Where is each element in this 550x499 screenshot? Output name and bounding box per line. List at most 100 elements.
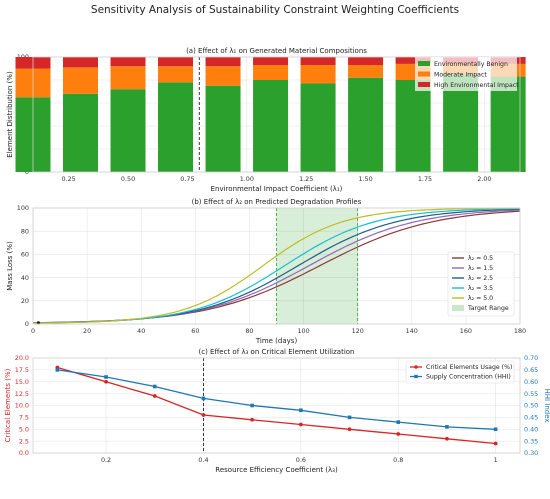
data-point-c <box>104 375 108 379</box>
legend-swatch-b <box>452 305 464 311</box>
ytick-label-a: 0 <box>25 168 29 176</box>
panel-title-c: (c) Effect of λ₃ on Critical Element Uti… <box>199 348 355 356</box>
bar-segment <box>253 80 289 172</box>
xtick-label-a: 1.50 <box>358 175 372 183</box>
data-point-c <box>201 396 206 401</box>
xtick-label-b: 80 <box>245 327 253 335</box>
panel-a: 0204060801000.250.500.751.001.251.501.75… <box>6 47 526 193</box>
data-point-c <box>493 427 498 432</box>
bar-segment <box>63 57 99 68</box>
panel-c: 0.0 2.5 5.0 7.5 10.0 12.5 15.0 17.5 20.0 0.30 0.35… <box>4 348 550 474</box>
xtick-label-b: 0 <box>31 327 35 335</box>
ytick-label-right-c: 0.70 <box>524 354 538 362</box>
data-point-c <box>347 427 352 432</box>
bar-segment <box>300 57 336 66</box>
legend-swatch-a <box>418 71 430 77</box>
figure-suptitle: Sensitivity Analysis of Sustainability C… <box>91 4 459 16</box>
xtick-label-b: 160 <box>460 327 472 335</box>
xtick-label-b: 40 <box>137 327 145 335</box>
bar-segment <box>158 66 194 83</box>
legend-label-b: λ₂ = 3.5 <box>468 285 493 292</box>
panel-title-a: (a) Effect of λ₁ on Generated Material C… <box>186 47 367 55</box>
ytick-label-b: 0 <box>25 320 29 328</box>
legend-label-b: Target Range <box>467 305 509 312</box>
target-range-band <box>276 208 358 324</box>
legend-swatch-a <box>418 61 430 66</box>
bar-segment <box>205 85 241 172</box>
data-point-c <box>445 425 449 429</box>
legend-box-a <box>415 57 517 91</box>
ytick-label-b: 80 <box>21 227 29 235</box>
legend-label-b: λ₂ = 2.5 <box>468 275 493 282</box>
xtick-label-a: 1.00 <box>240 175 254 183</box>
ytick-label-c: 0.0 <box>19 449 29 457</box>
bar-segment <box>395 57 431 64</box>
data-point-c <box>445 436 449 441</box>
bar-segment <box>205 57 241 67</box>
bar-segment <box>158 82 194 172</box>
legend-marker-c <box>414 374 418 379</box>
panel-b: 0 20 40 60 80 100 0 20 40 60 80 100 120 140 160 180 (b) … <box>6 198 526 345</box>
ytick-label-b: 20 <box>21 297 29 305</box>
bar-segment <box>348 57 384 66</box>
ytick-label-right-c: 0.60 <box>524 378 538 386</box>
bar-segment <box>110 89 146 172</box>
ytick-label-right-c: 0.35 <box>524 437 538 445</box>
plot-frame-c <box>32 357 521 454</box>
data-point-c <box>347 415 352 420</box>
bar-segment <box>300 83 336 172</box>
ytick-label-c: 15.0 <box>15 378 29 386</box>
data-point-c <box>152 394 157 398</box>
xtick-label-c: 1 <box>494 456 498 464</box>
x-axis-label-a: Environmental Impact Coefficient (λ₁) <box>211 185 343 193</box>
ytick-label-right-c: 0.45 <box>524 414 538 422</box>
ytick-label-c: 10.0 <box>15 402 29 410</box>
ytick-label-b: 60 <box>21 251 29 259</box>
legend-swatch-a <box>418 82 430 87</box>
bar-segment <box>110 66 146 90</box>
xtick-label-b: 100 <box>297 327 309 335</box>
data-point-c <box>298 422 303 427</box>
ytick-label-c: 5.0 <box>19 425 29 433</box>
plot-frame-b <box>32 207 521 325</box>
y-axis-label-right-c: HHI Index <box>543 388 550 422</box>
xtick-label-a: 2.00 <box>477 175 491 183</box>
y-axis-label-c: Critical Elements (%) <box>4 368 12 442</box>
ytick-label-b: 40 <box>21 274 29 282</box>
bar-segment <box>158 57 194 67</box>
ytick-label-right-c: 0.50 <box>524 402 538 410</box>
bar-segment <box>253 65 289 80</box>
xtick-label-c: 0.4 <box>198 456 208 464</box>
data-point-c <box>201 413 206 417</box>
xtick-label-b: 180 <box>514 327 526 335</box>
ytick-label-c: 7.5 <box>19 414 29 422</box>
xtick-label-a: 1.75 <box>418 175 432 183</box>
xtick-label-b: 140 <box>406 327 418 335</box>
bar-segment <box>205 66 241 86</box>
panel-title-b: (b) Effect of λ₂ on Predicted Degradatio… <box>192 198 362 206</box>
data-point-c <box>396 420 401 424</box>
plot-frame-a <box>32 56 521 173</box>
bar-segment <box>300 65 336 84</box>
data-point-c <box>299 408 303 413</box>
xtick-label-a: 0.50 <box>121 175 135 183</box>
ytick-label-c: 12.5 <box>15 390 29 398</box>
bar-segment <box>63 93 99 172</box>
legend-box-c <box>405 360 515 384</box>
data-point-c <box>152 384 157 389</box>
bar-segment <box>253 57 289 66</box>
bar-segment <box>395 80 431 172</box>
bar-segment <box>348 77 384 172</box>
ytick-label-right-c: 0.40 <box>524 425 538 433</box>
series-line-c <box>57 369 496 430</box>
legend-label-a: Moderate Impact <box>434 72 487 79</box>
legend-box-b <box>447 251 515 317</box>
xtick-label-b: 60 <box>191 327 199 335</box>
data-point-c <box>250 403 254 408</box>
series-line-b <box>32 207 520 324</box>
legend-label-c: Supply Concentration (HHI) <box>426 374 511 381</box>
y-axis-label-b: Mass Loss (%) <box>6 241 14 291</box>
xtick-label-a: 0.25 <box>62 175 76 183</box>
bar-segment <box>63 67 99 94</box>
